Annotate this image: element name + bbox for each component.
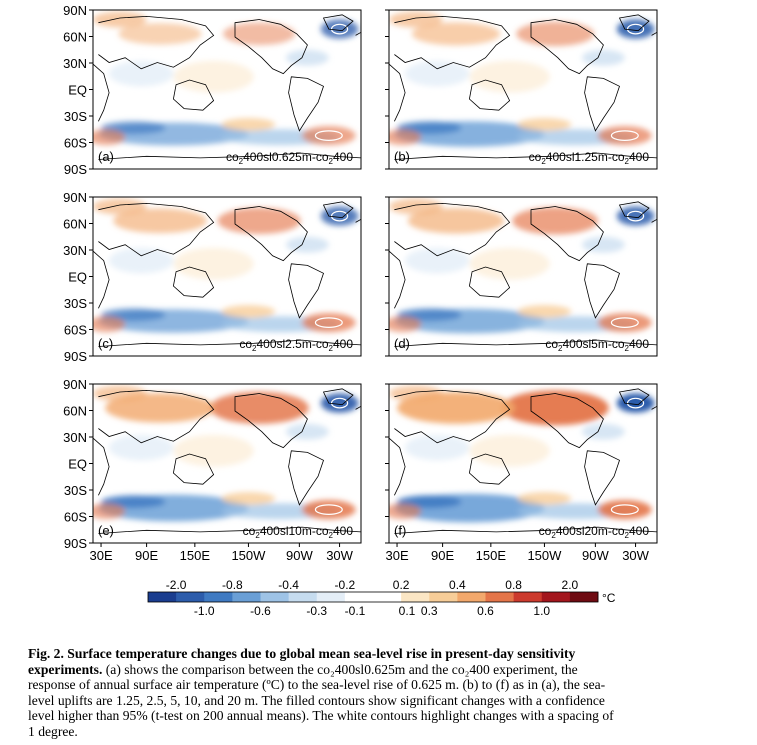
panel-label: (e) bbox=[98, 523, 114, 538]
lat-tick-label: 90S bbox=[64, 162, 87, 177]
lat-tick-label: 30N bbox=[63, 56, 87, 71]
colorbar-swatch bbox=[288, 592, 318, 602]
lat-tick-label: EQ bbox=[68, 83, 87, 98]
lat-tick-label: 90N bbox=[63, 190, 87, 205]
map-panel: (f) co2400sl20m-co2400 30E 90E 150E 150W 90W 30… bbox=[385, 383, 658, 563]
colorbar-swatch bbox=[569, 592, 599, 602]
colorbar-top-label: -0.8 bbox=[222, 578, 243, 592]
lon-tick-label: 150W bbox=[231, 548, 266, 563]
lon-tick-label: 90E bbox=[135, 548, 158, 563]
caption-text: response of annual surface air temperatu… bbox=[28, 677, 606, 693]
lat-tick-label: 90S bbox=[64, 349, 87, 364]
lat-tick-label: 60S bbox=[64, 323, 87, 338]
panel-title: co2400sl1.25m-co2400 bbox=[529, 150, 650, 166]
caption-line: Fig. 2. Surface temperature changes due … bbox=[28, 646, 728, 662]
colorbar-top-label: 2.0 bbox=[562, 578, 579, 592]
colorbar-swatch bbox=[485, 592, 515, 602]
lon-tick-label: 150W bbox=[527, 548, 562, 563]
lon-tick-label: 150E bbox=[476, 548, 507, 563]
colorbar-bottom-label: -0.6 bbox=[250, 604, 271, 618]
lon-tick-label: 90W bbox=[286, 548, 313, 563]
caption-text: (a) shows the comparison between the co₂… bbox=[105, 661, 578, 677]
colorbar-swatch bbox=[344, 592, 374, 602]
map-panel: (b) co2400sl1.25m-co2400 bbox=[385, 9, 658, 170]
lon-tick-label: 150E bbox=[180, 548, 211, 563]
panel-label: (a) bbox=[98, 149, 114, 164]
lat-tick-label: 60S bbox=[64, 510, 87, 525]
caption-line: experiments. (a) shows the comparison be… bbox=[28, 662, 728, 678]
panel-title: co2400sl5m-co2400 bbox=[545, 337, 649, 353]
figure-caption: Fig. 2. Surface temperature changes due … bbox=[28, 646, 728, 740]
colorbar-top-label: 0.2 bbox=[393, 578, 410, 592]
colorbar-top-label: -0.2 bbox=[335, 578, 356, 592]
lon-tick-label: 30E bbox=[89, 548, 112, 563]
lat-tick-label: 90N bbox=[63, 3, 87, 18]
caption-text: 1 degree. bbox=[28, 723, 78, 739]
colorbar-swatch bbox=[373, 592, 402, 602]
lat-tick-label: 30N bbox=[63, 243, 87, 258]
lon-tick-label: 30W bbox=[326, 548, 353, 563]
colorbar-swatch bbox=[401, 592, 430, 602]
colorbar-swatch bbox=[232, 592, 261, 602]
colorbar-swatch bbox=[148, 592, 177, 602]
lat-tick-label: 30S bbox=[64, 483, 87, 498]
panel-title: co2400sl2.5m-co2400 bbox=[239, 337, 353, 353]
lat-tick-label: 60N bbox=[63, 217, 87, 232]
lon-tick-label: 90E bbox=[431, 548, 454, 563]
colorbar-bottom-label: 0.1 bbox=[399, 604, 416, 618]
lat-tick-label: 30N bbox=[63, 430, 87, 445]
caption-bold-line: Fig. 2. Surface temperature changes due … bbox=[28, 646, 576, 661]
panel-label: (f) bbox=[394, 523, 406, 538]
lat-tick-label: 60S bbox=[64, 136, 87, 151]
colorbar-swatch bbox=[204, 592, 233, 602]
map-panel: (c) co2400sl2.5m-co2400 90N 60N 30N EQ 30S 60S 9… bbox=[63, 190, 362, 364]
map-panel: (e) co2400sl10m-co2400 90N 60N 30N EQ 30S 60S 90… bbox=[63, 377, 362, 563]
colorbar-bottom-label: 1.0 bbox=[533, 604, 550, 618]
colorbar-bottom-label: -0.3 bbox=[306, 604, 327, 618]
colorbar-swatch bbox=[316, 592, 346, 602]
colorbar-bottom-label: 0.6 bbox=[477, 604, 494, 618]
colorbar-swatch bbox=[429, 592, 458, 602]
panel-title: co2400sl20m-co2400 bbox=[539, 524, 650, 540]
colorbar: -2.0 -0.8 -0.4 -0.2 0.2 0.4 0.8 2.0 -1.0 -0.6 -0.3… bbox=[147, 578, 616, 618]
caption-text: level uplifts are 1.25, 2.5, 5, 10, and … bbox=[28, 692, 605, 708]
panel-label: (c) bbox=[98, 336, 113, 351]
panel-title: co2400sl10m-co2400 bbox=[243, 524, 354, 540]
colorbar-swatch bbox=[457, 592, 486, 602]
lat-tick-label: 30S bbox=[64, 296, 87, 311]
panel-label: (d) bbox=[394, 336, 410, 351]
colorbar-bottom-label: -1.0 bbox=[194, 604, 215, 618]
colorbar-unit: °C bbox=[602, 591, 616, 605]
colorbar-bottom-label: -0.1 bbox=[345, 604, 366, 618]
lat-tick-label: EQ bbox=[68, 457, 87, 472]
colorbar-swatch bbox=[541, 592, 571, 602]
colorbar-top-label: 0.4 bbox=[449, 578, 466, 592]
colorbar-swatch bbox=[176, 592, 205, 602]
lat-tick-label: 90N bbox=[63, 377, 87, 392]
lat-tick-label: EQ bbox=[68, 270, 87, 285]
lon-tick-label: 30W bbox=[622, 548, 649, 563]
panel-title: co2400sl0.625m-co2400 bbox=[226, 150, 353, 166]
map-panel: (d) co2400sl5m-co2400 bbox=[385, 196, 658, 357]
lat-tick-label: 60N bbox=[63, 30, 87, 45]
figure-panels: (a) co2400sl0.625m-co2400 90N 60N 30N EQ 30S 60… bbox=[63, 3, 658, 618]
panel-label: (b) bbox=[394, 149, 410, 164]
lat-tick-label: 30S bbox=[64, 109, 87, 124]
lon-tick-label: 30E bbox=[385, 548, 408, 563]
lat-tick-label: 90S bbox=[64, 536, 87, 551]
lat-tick-label: 60N bbox=[63, 404, 87, 419]
colorbar-bottom-label: 0.3 bbox=[421, 604, 438, 618]
lon-tick-label: 90W bbox=[582, 548, 609, 563]
colorbar-top-label: -2.0 bbox=[166, 578, 187, 592]
map-panel: (a) co2400sl0.625m-co2400 90N 60N 30N EQ 30S 60… bbox=[63, 3, 362, 177]
colorbar-swatch bbox=[513, 592, 543, 602]
colorbar-top-label: -0.4 bbox=[278, 578, 299, 592]
caption-bold-line: experiments. bbox=[28, 661, 103, 677]
caption-text: level higher than 95% (t-test on 200 ann… bbox=[28, 708, 614, 724]
colorbar-swatch bbox=[260, 592, 290, 602]
colorbar-top-label: 0.8 bbox=[505, 578, 522, 592]
